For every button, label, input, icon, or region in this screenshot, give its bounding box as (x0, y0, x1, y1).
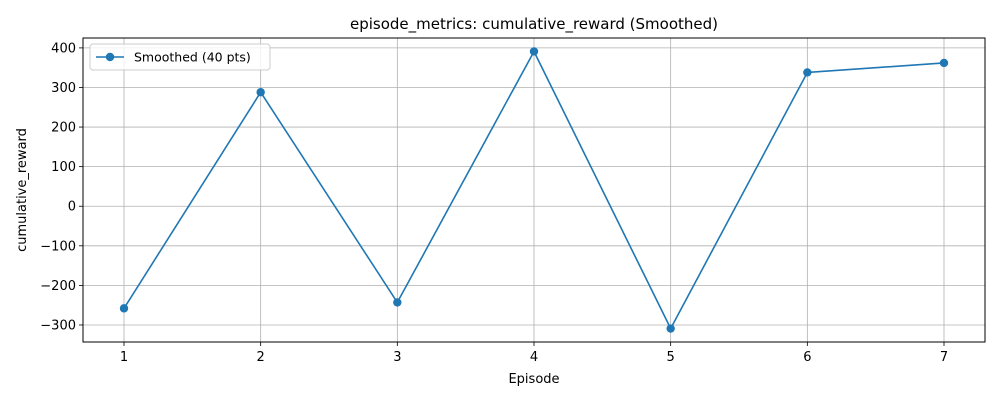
legend: Smoothed (40 pts) (89, 43, 271, 71)
chart-title: episode_metrics: cumulative_reward (Smoo… (350, 15, 718, 34)
y-tick-label: −100 (40, 239, 76, 254)
y-tick-label: 200 (51, 121, 76, 136)
data-point (119, 304, 129, 313)
x-tick-label: 4 (530, 350, 538, 365)
x-tick-label: 7 (940, 350, 948, 365)
y-tick-label: −300 (40, 318, 76, 333)
x-axis-title: Episode (508, 372, 559, 387)
y-tick-label: 400 (51, 41, 76, 56)
legend-label: Smoothed (40 pts) (134, 50, 251, 65)
y-axis-title: cumulative_reward (15, 128, 30, 252)
x-tick-label: 3 (393, 350, 401, 365)
x-tick-label: 6 (803, 350, 811, 365)
y-tick-label: 0 (68, 200, 76, 215)
x-tick-label: 1 (120, 350, 128, 365)
legend-box (89, 43, 271, 71)
data-point (256, 88, 265, 97)
ticks: 1 2 3 4 5 6 7 −300 −200 −100 0 100 200 300 400 (40, 41, 948, 365)
data-point (393, 298, 402, 307)
data-point (939, 58, 949, 68)
x-tick-label: 5 (667, 350, 675, 365)
data-point (666, 324, 675, 333)
x-tick-label: 2 (257, 350, 265, 365)
legend-marker-swatch (105, 52, 115, 62)
y-tick-label: 100 (51, 160, 76, 175)
data-point (803, 68, 812, 77)
y-tick-label: 300 (51, 81, 76, 96)
data-point (529, 47, 539, 56)
y-tick-label: −200 (40, 279, 76, 294)
series-layer (119, 47, 949, 333)
